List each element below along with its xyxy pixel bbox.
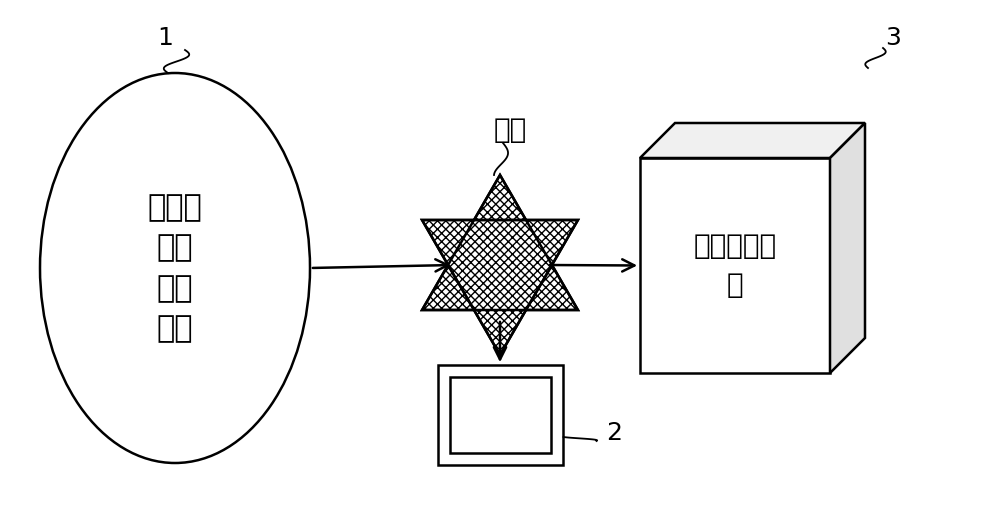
- Polygon shape: [438, 365, 562, 465]
- Polygon shape: [640, 158, 830, 373]
- Polygon shape: [450, 377, 550, 453]
- Ellipse shape: [40, 73, 310, 463]
- Text: 样品检测装
置: 样品检测装 置: [693, 232, 777, 299]
- Text: 1: 1: [157, 26, 173, 50]
- Polygon shape: [422, 220, 578, 355]
- Polygon shape: [830, 123, 865, 373]
- Text: 样品: 样品: [493, 116, 527, 144]
- Polygon shape: [640, 123, 865, 158]
- Polygon shape: [422, 175, 578, 310]
- Text: 2: 2: [606, 421, 622, 445]
- Text: 太赫兹
时域
光谱
装置: 太赫兹 时域 光谱 装置: [148, 193, 202, 343]
- Text: 3: 3: [885, 26, 901, 50]
